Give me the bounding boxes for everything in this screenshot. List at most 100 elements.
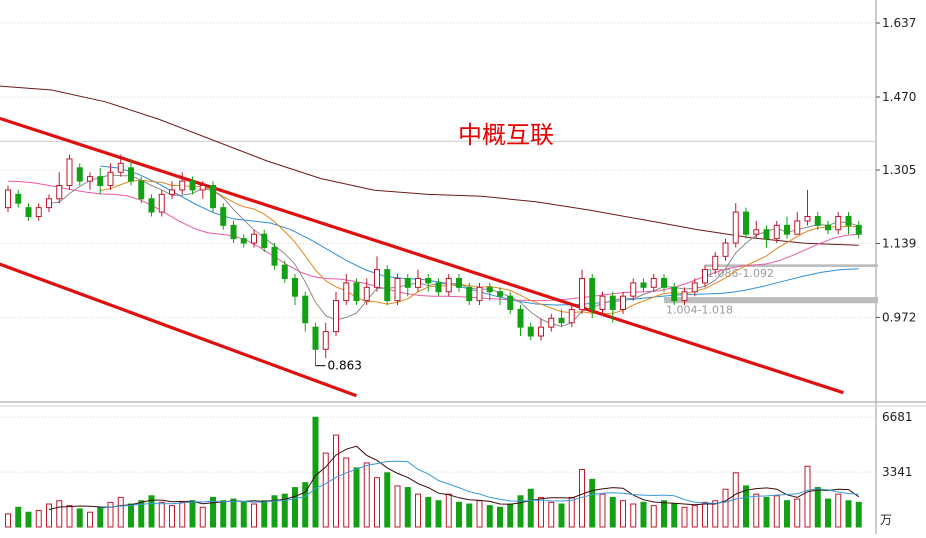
volume-ma-5	[48, 445, 860, 511]
candle	[855, 220, 862, 239]
candle-body	[445, 277, 452, 293]
volume-bar	[466, 503, 473, 528]
candle-body	[435, 282, 442, 293]
volume-bar	[343, 457, 350, 528]
volume-bar	[497, 506, 503, 528]
volume-bar	[46, 503, 52, 528]
candle-body	[661, 277, 667, 288]
price-zone-label: 1.004-1.018	[666, 303, 733, 316]
volume-bar	[650, 505, 657, 528]
volume-bar	[25, 511, 32, 528]
candle-body	[579, 277, 585, 310]
candle-body	[855, 224, 862, 235]
volume-bar	[702, 501, 708, 528]
candle-body	[281, 264, 288, 279]
candle-body	[394, 277, 401, 302]
candle-body	[825, 224, 831, 231]
candle-body	[671, 286, 678, 302]
candle	[333, 291, 339, 337]
volume-bar	[691, 505, 698, 528]
candle	[538, 318, 544, 341]
volume-tick-label: 3341	[882, 465, 913, 479]
candle-body	[117, 162, 124, 173]
candle-body	[240, 238, 247, 244]
candle	[230, 220, 237, 244]
price-tick-label: 1.139	[882, 236, 916, 250]
volume-bar	[292, 487, 298, 528]
candle	[394, 274, 401, 306]
candle-body	[169, 189, 175, 195]
volume-bar	[148, 495, 155, 528]
candle-body	[271, 246, 278, 266]
candle-body	[507, 295, 514, 310]
volume-bar	[5, 513, 11, 528]
candle-body	[384, 269, 391, 302]
candle	[302, 291, 309, 332]
candle	[138, 176, 145, 204]
volume-bar	[825, 498, 831, 528]
candle	[322, 322, 329, 359]
candle-body	[476, 286, 483, 302]
candle	[589, 274, 596, 319]
candle	[353, 278, 360, 306]
volume-bar	[743, 485, 749, 528]
candle-body	[845, 215, 852, 226]
volume-bar	[486, 505, 493, 528]
moving-average-ma_gray	[48, 174, 859, 327]
candle-body	[691, 282, 698, 293]
candle	[5, 185, 11, 213]
candle	[56, 172, 63, 204]
candle	[404, 274, 411, 297]
volume-bar	[189, 500, 196, 528]
volume-bar	[630, 503, 637, 528]
candle	[456, 274, 462, 292]
candle-body	[302, 295, 309, 324]
price-tick-label: 1.637	[882, 16, 916, 30]
candle-body	[56, 185, 63, 200]
candle	[281, 260, 288, 283]
candle	[117, 154, 124, 177]
volume-bar	[281, 493, 288, 528]
candle-body	[599, 295, 606, 310]
volume-bar	[97, 506, 104, 528]
volume-bar	[271, 495, 278, 528]
candle	[35, 203, 42, 221]
volume-bar	[384, 472, 391, 528]
volume-bar	[107, 501, 114, 528]
candle	[15, 189, 22, 208]
candle-body	[107, 171, 114, 187]
candle	[87, 172, 93, 190]
candle	[312, 322, 319, 366]
volume-bar	[599, 493, 606, 528]
volume-bar	[312, 416, 319, 528]
chart-title: 中概互联	[458, 121, 554, 149]
candle	[743, 207, 749, 239]
price-tick-label: 0.972	[882, 310, 916, 324]
candle-body	[466, 286, 473, 302]
volume-bar	[56, 500, 63, 528]
candle	[702, 265, 708, 288]
channel-line-lower	[0, 262, 358, 398]
volume-bar	[773, 495, 780, 528]
candles-layer	[5, 154, 862, 366]
candle-body	[230, 224, 237, 240]
volume-bar	[517, 495, 524, 528]
candle	[271, 243, 278, 270]
volume-bar	[128, 503, 134, 528]
volume-bar	[527, 488, 534, 528]
candle	[210, 181, 216, 213]
volume-bar	[712, 500, 719, 528]
candle-body	[404, 277, 411, 288]
candle	[415, 269, 421, 292]
candle-body	[322, 331, 329, 350]
candle-body	[743, 211, 749, 235]
candle-body	[814, 215, 821, 226]
low-annotation-label: 0.863	[328, 359, 362, 373]
volume-bar	[784, 500, 790, 528]
candle-body	[35, 207, 42, 217]
candle-body	[333, 300, 339, 333]
volume-bar	[199, 506, 206, 528]
volume-bar	[117, 496, 124, 528]
candle	[199, 181, 206, 199]
